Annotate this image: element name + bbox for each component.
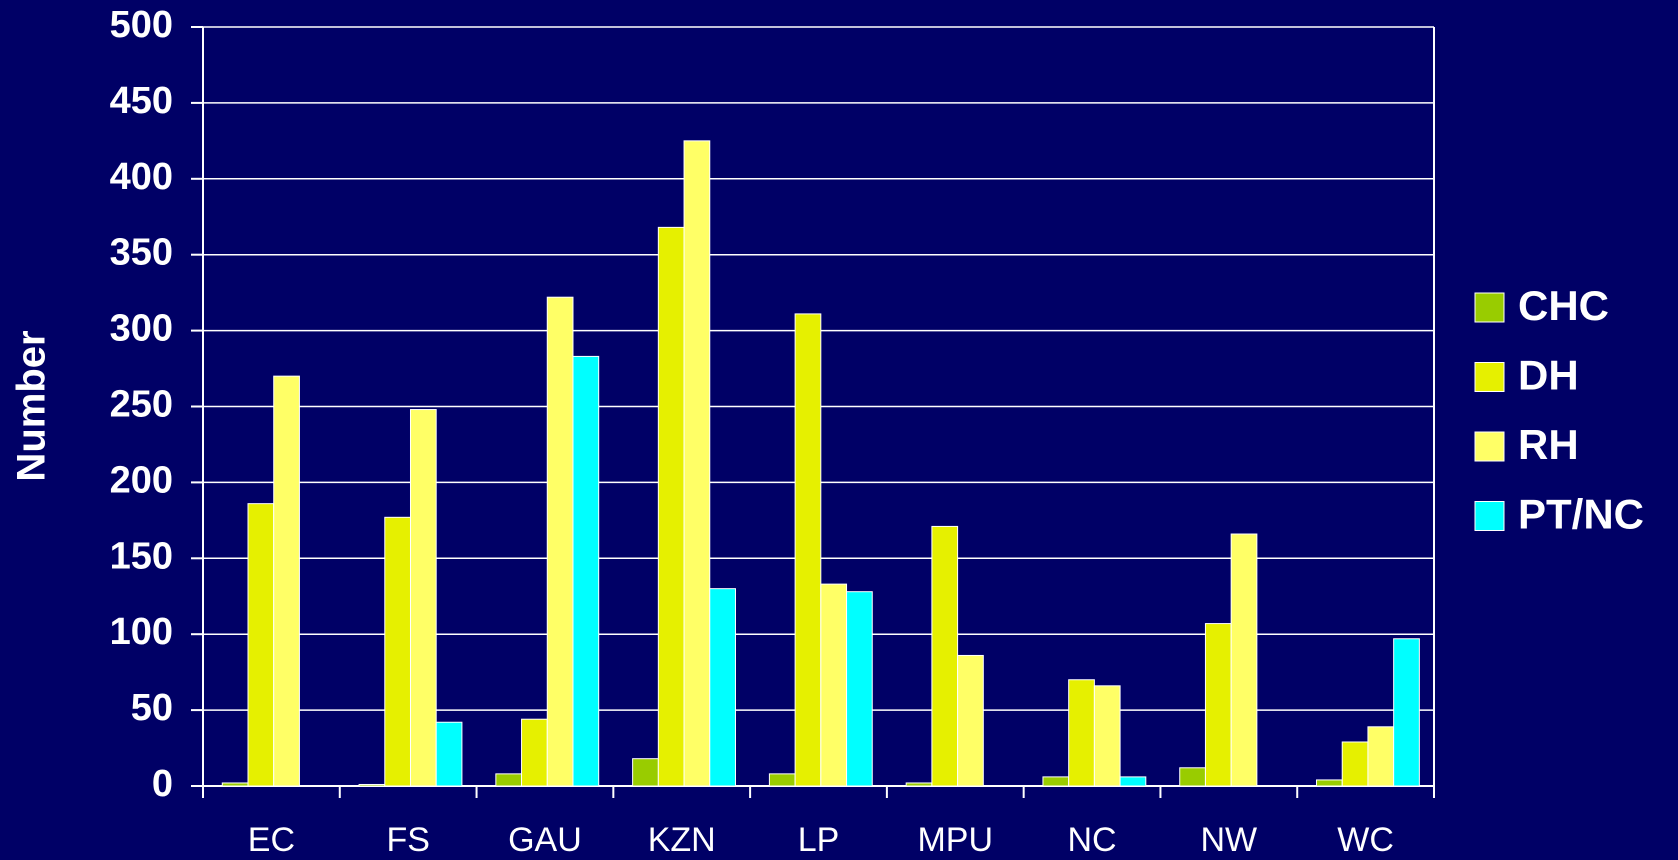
bar: [1093, 685, 1121, 787]
bar: [846, 591, 873, 787]
y-tick-label: 450: [110, 80, 173, 122]
x-tick-label: GAU: [508, 821, 582, 859]
x-tick-label: KZN: [648, 821, 716, 859]
bar: [247, 503, 275, 787]
bar: [820, 583, 848, 787]
bar: [794, 313, 822, 787]
x-tick-label: NC: [1068, 821, 1117, 859]
y-tick-label: 100: [110, 611, 173, 653]
bar: [931, 525, 959, 787]
bar: [1068, 679, 1095, 787]
bar: [273, 375, 300, 787]
legend-swatch: [1474, 501, 1505, 531]
bar: [1119, 776, 1147, 787]
bar: [384, 516, 411, 787]
bar: [709, 588, 736, 787]
bar: [657, 226, 685, 787]
bar: [435, 721, 463, 787]
legend-label: PT/NC: [1518, 491, 1644, 538]
bar: [1341, 741, 1369, 787]
x-tick-label: LP: [798, 821, 840, 859]
x-tick-label: EC: [248, 821, 295, 859]
y-tick-label: 50: [131, 687, 173, 729]
bar: [1042, 776, 1070, 787]
bar: [957, 654, 984, 787]
legend-label: DH: [1518, 352, 1579, 399]
legend-swatch: [1474, 431, 1505, 462]
x-tick-label: FS: [386, 821, 429, 859]
legend-label: RH: [1518, 421, 1579, 468]
x-tick-label: NW: [1201, 821, 1258, 859]
bar: [1316, 779, 1343, 787]
y-tick-label: 350: [110, 232, 173, 274]
bar: [905, 782, 933, 787]
y-tick-label: 250: [110, 384, 173, 426]
y-tick-label: 300: [110, 308, 173, 350]
bar: [1230, 533, 1258, 787]
bar: [521, 718, 548, 787]
y-tick-label: 200: [110, 459, 173, 501]
bar: [1393, 638, 1420, 787]
bar: [358, 783, 386, 787]
bar: [572, 355, 600, 787]
bar: [632, 758, 659, 787]
y-tick-label: 150: [110, 535, 173, 577]
legend-swatch: [1474, 362, 1505, 392]
bar: [1367, 726, 1395, 787]
bar: [768, 773, 796, 787]
y-axis-label: Number: [10, 330, 54, 481]
bar: [409, 409, 437, 787]
x-tick-label: MPU: [917, 821, 993, 859]
legend-swatch: [1474, 292, 1505, 323]
bar: [683, 140, 711, 787]
y-tick-label: 500: [110, 4, 173, 46]
bar: [546, 296, 574, 787]
x-tick-label: WC: [1337, 821, 1394, 859]
bar: [1204, 623, 1232, 787]
bar: [1179, 767, 1206, 787]
y-tick-label: 0: [152, 763, 173, 805]
bar: [495, 773, 523, 787]
bar: [221, 782, 249, 787]
legend-label: CHC: [1518, 282, 1609, 329]
y-tick-label: 400: [110, 156, 173, 198]
